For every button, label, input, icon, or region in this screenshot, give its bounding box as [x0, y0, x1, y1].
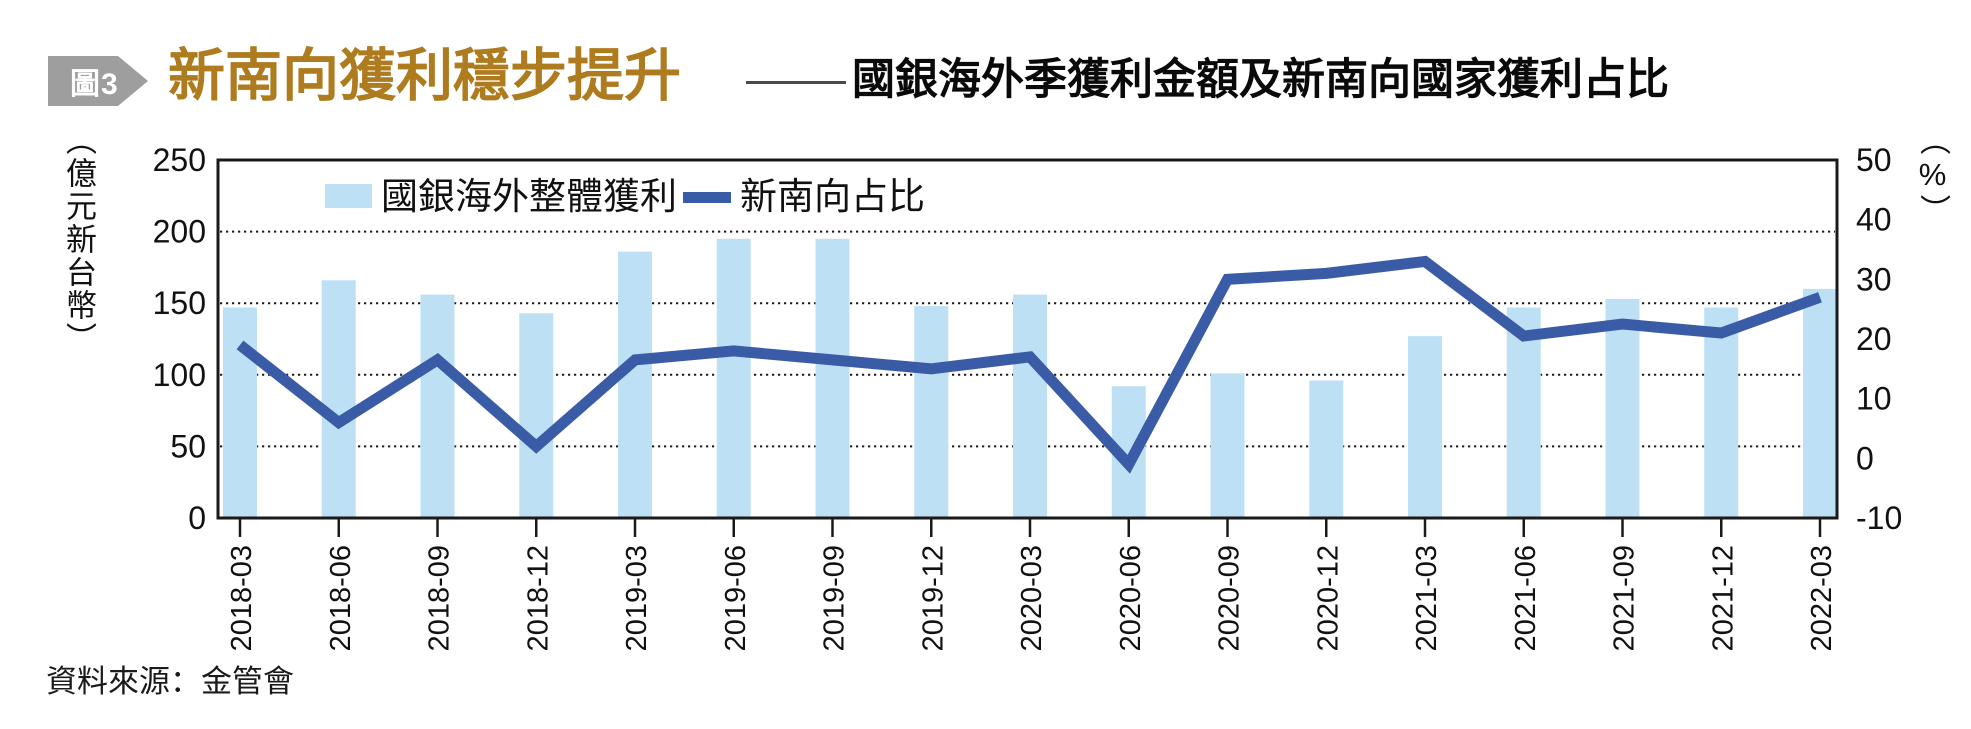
x-tick-label: 2021-09 — [1609, 545, 1641, 651]
legend-bar-label: 國銀海外整體獲利 — [381, 176, 677, 217]
x-tick-label: 2019-06 — [720, 545, 752, 651]
x-tick-label: 2018-03 — [226, 545, 258, 651]
bar — [1309, 380, 1344, 517]
right-axis-tick-label: 10 — [1856, 381, 1892, 417]
legend-line-label: 新南向占比 — [740, 176, 925, 217]
bar — [1605, 298, 1640, 517]
figure-subtitle: 國銀海外季獲利金額及新南向國家獲利占比 — [852, 56, 1669, 104]
left-axis-tick-label: 50 — [170, 428, 206, 464]
x-tick-label: 2021-03 — [1411, 545, 1443, 651]
right-axis-unit-label: （%） — [1915, 124, 1950, 227]
right-axis-tick-label: 50 — [1856, 142, 1892, 178]
bar — [420, 294, 455, 517]
x-tick-label: 2021-06 — [1510, 545, 1542, 651]
figure-title: 新南向獲利穩步提升 — [168, 42, 681, 109]
x-tick-label: 2022-03 — [1806, 545, 1838, 651]
bar — [1803, 288, 1837, 517]
bar — [1408, 336, 1442, 517]
x-tick-label: 2018-12 — [522, 545, 554, 651]
bar — [914, 306, 949, 517]
x-tick-label: 2020-03 — [1016, 545, 1048, 651]
x-tick-label: 2020-06 — [1115, 545, 1147, 651]
bar — [519, 313, 554, 517]
right-axis-tick-label: 40 — [1856, 202, 1892, 238]
line-series — [236, 255, 1822, 474]
bar — [716, 238, 751, 517]
plot-border — [216, 158, 1839, 520]
left-axis-tick-label: 250 — [153, 142, 206, 178]
bar — [815, 238, 850, 517]
bar — [223, 307, 257, 517]
bar — [1704, 307, 1739, 517]
source-note: 資料來源：金管會 — [46, 664, 294, 699]
left-axis-unit-label: （億元新台幣） — [61, 124, 96, 355]
bar — [1013, 294, 1047, 517]
left-axis-tick-label: 100 — [153, 357, 206, 393]
left-axis-tick-label: 200 — [153, 214, 206, 250]
left-axis-tick-label: 150 — [153, 285, 206, 321]
left-axis-tick-label: 0 — [188, 500, 206, 536]
bar — [1210, 373, 1245, 517]
x-tick-label: 2019-12 — [917, 545, 949, 651]
x-tick-label: 2019-03 — [621, 545, 653, 651]
x-tick-label: 2019-09 — [819, 545, 851, 651]
x-tick-label: 2018-06 — [325, 545, 357, 651]
right-axis-tick-label: -10 — [1856, 500, 1902, 536]
right-axis-tick-label: 20 — [1856, 321, 1892, 357]
bar — [1506, 307, 1541, 517]
figure-number-label: 圖3 — [70, 68, 119, 101]
x-tick-label: 2020-12 — [1312, 545, 1344, 651]
x-tick-label: 2020-09 — [1214, 545, 1246, 651]
x-tick-label: 2018-09 — [424, 545, 456, 651]
title-dash — [746, 81, 846, 84]
right-axis-tick-label: 0 — [1856, 440, 1874, 476]
bar — [618, 251, 652, 517]
right-axis-tick-label: 30 — [1856, 261, 1892, 297]
bar — [321, 280, 356, 517]
legend-bar-swatch — [325, 184, 372, 208]
legend-line-swatch — [683, 192, 731, 203]
x-tick-label: 2021-12 — [1707, 545, 1739, 651]
